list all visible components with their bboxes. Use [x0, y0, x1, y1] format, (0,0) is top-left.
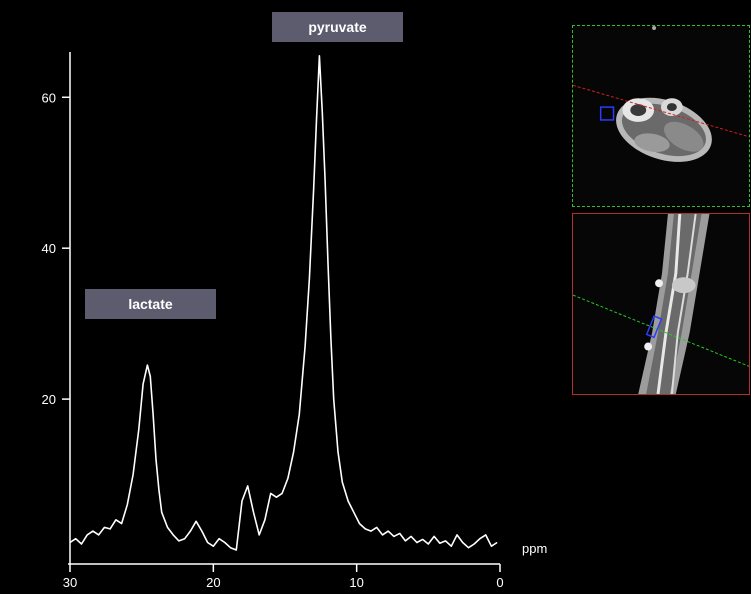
lactate-peak-label: lactate — [85, 289, 216, 319]
sagittal-mri-graphic — [573, 214, 749, 394]
sagittal-mri-localizer-image — [572, 213, 750, 395]
spectrum-series-line — [69, 55, 498, 551]
axes — [68, 52, 500, 565]
y-tick-label: 40 — [42, 241, 56, 256]
tick-labels: 30 20 10 0 20 40 60 — [42, 90, 504, 590]
axial-mri-localizer-image — [572, 25, 750, 207]
x-tick-label: 10 — [349, 575, 363, 590]
y-tick-label: 20 — [42, 392, 56, 407]
y-tick-label: 60 — [42, 90, 56, 105]
x-tick-label: 30 — [63, 575, 77, 590]
tick-marks — [62, 96, 501, 572]
pyruvate-peak-label: pyruvate — [272, 12, 403, 42]
axial-mri-graphic — [573, 26, 749, 206]
x-axis-unit-label: ppm — [522, 541, 547, 556]
x-tick-label: 20 — [206, 575, 220, 590]
spectrum-chart: 30 20 10 0 20 40 60 ppm — [42, 52, 547, 590]
x-tick-label: 0 — [496, 575, 503, 590]
